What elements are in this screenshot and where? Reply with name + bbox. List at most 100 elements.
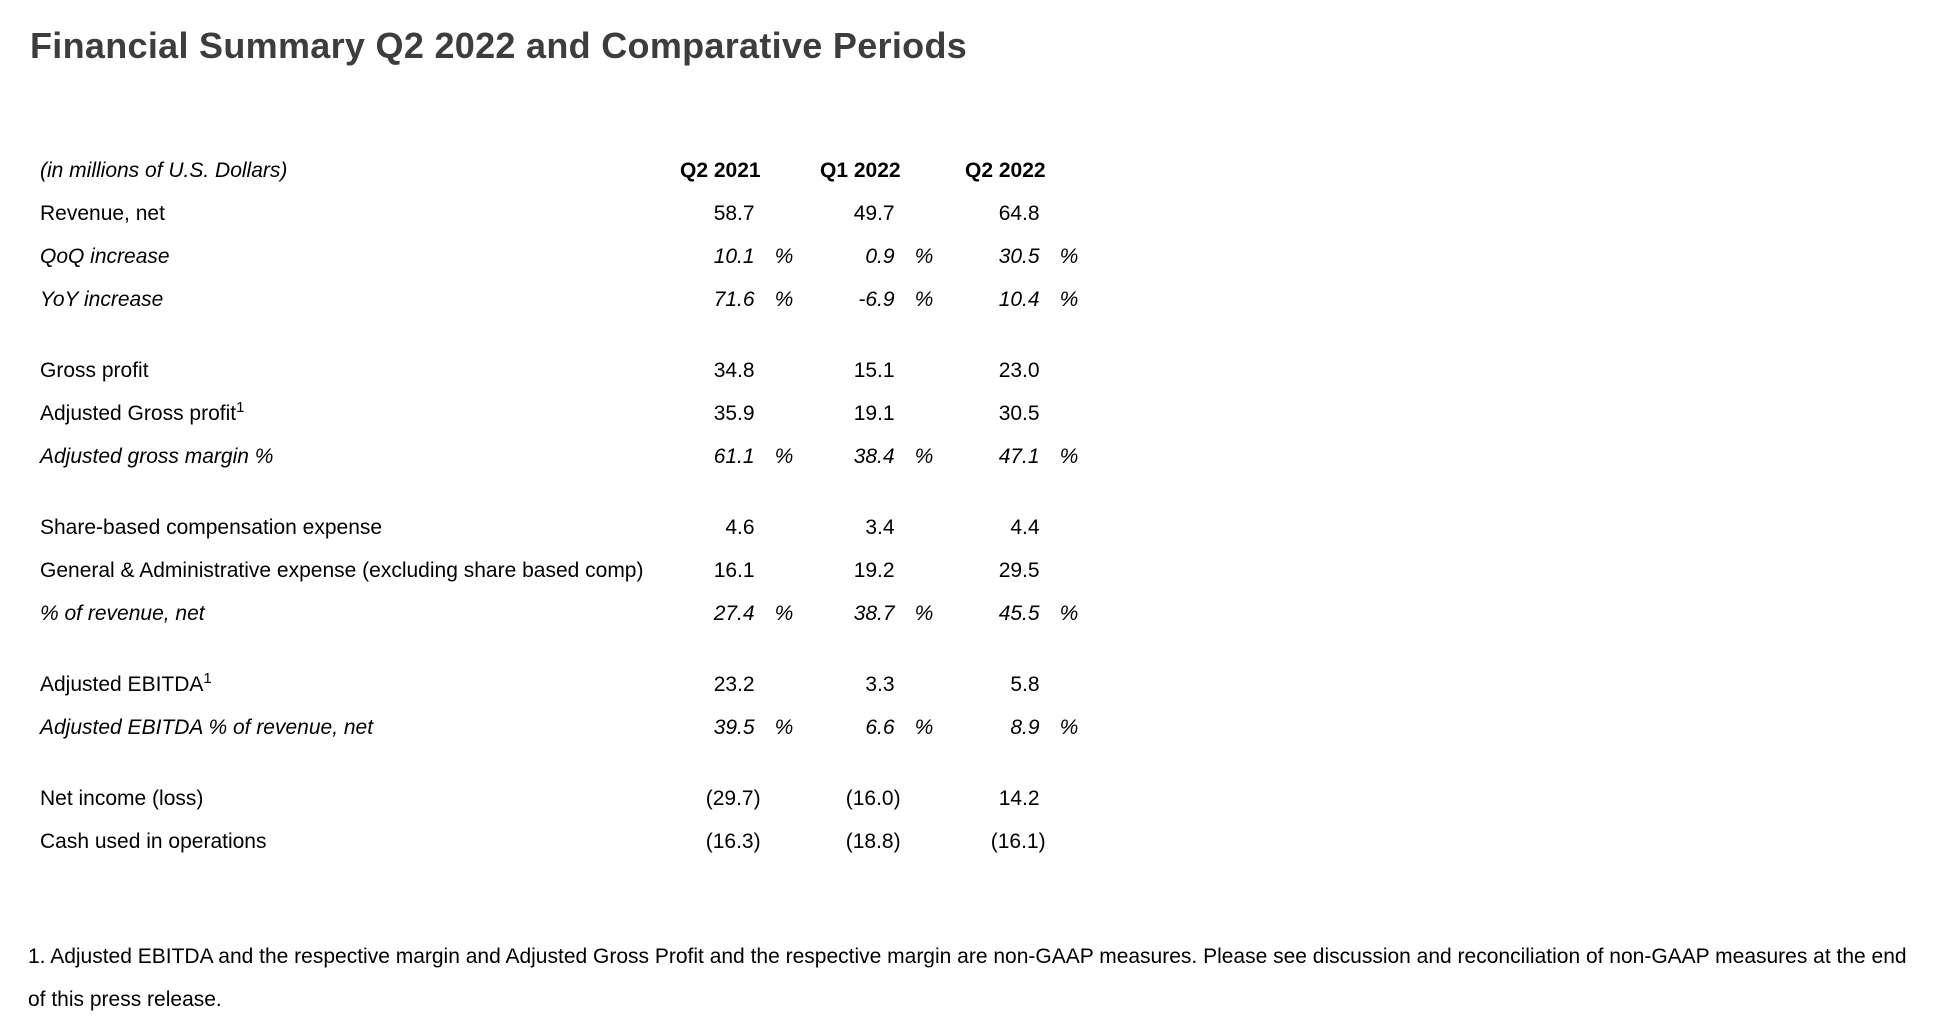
cell-value: 5.8 bbox=[1010, 672, 1040, 696]
table-row-share-based-comp: Share-based compensation expense 4.6 3.4… bbox=[40, 506, 1090, 549]
footnote: 1. Adjusted EBITDA and the respective ma… bbox=[28, 945, 1907, 1011]
unit-label: (in millions of U.S. Dollars) bbox=[40, 158, 288, 182]
cell-value: (16.3) bbox=[705, 829, 761, 853]
cell-value: (16.1) bbox=[990, 829, 1046, 853]
percent-sign bbox=[1046, 506, 1090, 549]
cell-value: 0.9 bbox=[865, 244, 895, 268]
cell-value: 47.1 bbox=[998, 444, 1040, 468]
cell-value: 15.1 bbox=[853, 358, 895, 382]
percent-sign bbox=[901, 663, 945, 706]
row-label-text: % of revenue, net bbox=[40, 601, 205, 625]
cell-value: 30.5 bbox=[998, 401, 1040, 425]
cell-value: (16.0) bbox=[845, 786, 901, 810]
percent-sign: % bbox=[774, 601, 794, 625]
row-label: Adjusted EBITDA1 bbox=[40, 663, 680, 706]
percent-sign: % bbox=[914, 601, 934, 625]
percent-sign bbox=[901, 392, 945, 435]
cell-value: 45.5 bbox=[998, 601, 1040, 625]
cell-value: 19.1 bbox=[853, 401, 895, 425]
column-header-q2-2022: Q2 2022 bbox=[965, 158, 1046, 182]
percent-sign: % bbox=[914, 715, 934, 739]
cell-value: 23.2 bbox=[713, 672, 755, 696]
footnote-ref: 1 bbox=[203, 669, 212, 687]
cell-value: (18.8) bbox=[845, 829, 901, 853]
cell-value: 38.4 bbox=[853, 444, 895, 468]
cell-value: 64.8 bbox=[998, 201, 1040, 225]
spacer-cell bbox=[1046, 149, 1090, 192]
percent-sign bbox=[901, 349, 945, 392]
cell-value: 35.9 bbox=[713, 401, 755, 425]
cell-value: 39.5 bbox=[713, 715, 755, 739]
percent-sign: % bbox=[774, 444, 794, 468]
cell-value: 19.2 bbox=[853, 558, 895, 582]
table-row-general-admin-expense: General & Administrative expense (exclud… bbox=[40, 549, 1090, 592]
row-label: QoQ increase bbox=[40, 235, 680, 278]
cell-value: 4.4 bbox=[1010, 515, 1040, 539]
row-label-text: Adjusted Gross profit bbox=[40, 401, 237, 425]
percent-sign bbox=[901, 549, 945, 592]
row-label-text: Cash used in operations bbox=[40, 829, 267, 853]
row-label: % of revenue, net bbox=[40, 592, 680, 635]
row-label-text: QoQ increase bbox=[40, 244, 170, 268]
cell-value: 38.7 bbox=[853, 601, 895, 625]
percent-sign bbox=[761, 349, 797, 392]
percent-sign: % bbox=[774, 287, 794, 311]
row-label: General & Administrative expense (exclud… bbox=[40, 549, 680, 592]
spacer-row bbox=[40, 635, 1090, 663]
cell-value: 29.5 bbox=[998, 558, 1040, 582]
table-row-adjusted-ebitda: Adjusted EBITDA1 23.2 3.3 5.8 bbox=[40, 663, 1090, 706]
spacer-cell bbox=[901, 149, 945, 192]
row-label: Cash used in operations bbox=[40, 820, 680, 863]
percent-sign bbox=[1046, 663, 1090, 706]
cell-value: 4.6 bbox=[725, 515, 755, 539]
table-row-pct-of-revenue: % of revenue, net 27.4 % 38.7 % 45.5 % bbox=[40, 592, 1090, 635]
row-label-text: Net income (loss) bbox=[40, 786, 204, 810]
financial-summary-table: (in millions of U.S. Dollars) Q2 2021 Q1… bbox=[40, 149, 1090, 863]
cell-value: 8.9 bbox=[1010, 715, 1040, 739]
row-label: Net income (loss) bbox=[40, 777, 680, 820]
row-label-text: YoY increase bbox=[40, 287, 164, 311]
percent-sign bbox=[761, 506, 797, 549]
row-label-text: Share-based compensation expense bbox=[40, 515, 383, 539]
percent-sign: % bbox=[914, 444, 934, 468]
cell-value: 71.6 bbox=[713, 287, 755, 311]
column-header-q1-2022: Q1 2022 bbox=[820, 158, 901, 182]
row-label: Adjusted Gross profit1 bbox=[40, 392, 680, 435]
row-label-text: Adjusted EBITDA % of revenue, net bbox=[40, 715, 374, 739]
row-label-text: Gross profit bbox=[40, 358, 149, 382]
row-label: Gross profit bbox=[40, 349, 680, 392]
column-header-q2-2021: Q2 2021 bbox=[680, 158, 761, 182]
cell-value: 58.7 bbox=[713, 201, 755, 225]
table-row-qoq-increase: QoQ increase 10.1 % 0.9 % 30.5 % bbox=[40, 235, 1090, 278]
percent-sign bbox=[761, 549, 797, 592]
cell-value: 23.0 bbox=[998, 358, 1040, 382]
cell-value: 30.5 bbox=[998, 244, 1040, 268]
spacer-row bbox=[40, 749, 1090, 777]
percent-sign: % bbox=[1059, 444, 1079, 468]
table-row-gross-profit: Gross profit 34.8 15.1 23.0 bbox=[40, 349, 1090, 392]
percent-sign bbox=[761, 192, 797, 235]
footnote-ref: 1 bbox=[236, 398, 245, 416]
cell-value: 61.1 bbox=[713, 444, 755, 468]
percent-sign bbox=[761, 392, 797, 435]
cell-value: 6.6 bbox=[865, 715, 895, 739]
row-label: Share-based compensation expense bbox=[40, 506, 680, 549]
spacer-row bbox=[40, 478, 1090, 506]
page-title: Financial Summary Q2 2022 and Comparativ… bbox=[30, 25, 968, 66]
cell-value: -6.9 bbox=[858, 287, 895, 311]
percent-sign bbox=[901, 820, 945, 863]
cell-value: 27.4 bbox=[713, 601, 755, 625]
percent-sign bbox=[1046, 820, 1090, 863]
row-label: Adjusted EBITDA % of revenue, net bbox=[40, 706, 680, 749]
spacer-cell bbox=[761, 149, 797, 192]
percent-sign bbox=[901, 777, 945, 820]
percent-sign bbox=[1046, 777, 1090, 820]
table-row-cash-used-in-operations: Cash used in operations (16.3) (18.8) (1… bbox=[40, 820, 1090, 863]
cell-value: 16.1 bbox=[713, 558, 755, 582]
cell-value: 3.4 bbox=[865, 515, 895, 539]
percent-sign: % bbox=[914, 244, 934, 268]
percent-sign bbox=[1046, 549, 1090, 592]
row-label-text: General & Administrative expense (exclud… bbox=[40, 558, 644, 582]
percent-sign: % bbox=[1059, 715, 1079, 739]
row-label: Adjusted gross margin % bbox=[40, 435, 680, 478]
